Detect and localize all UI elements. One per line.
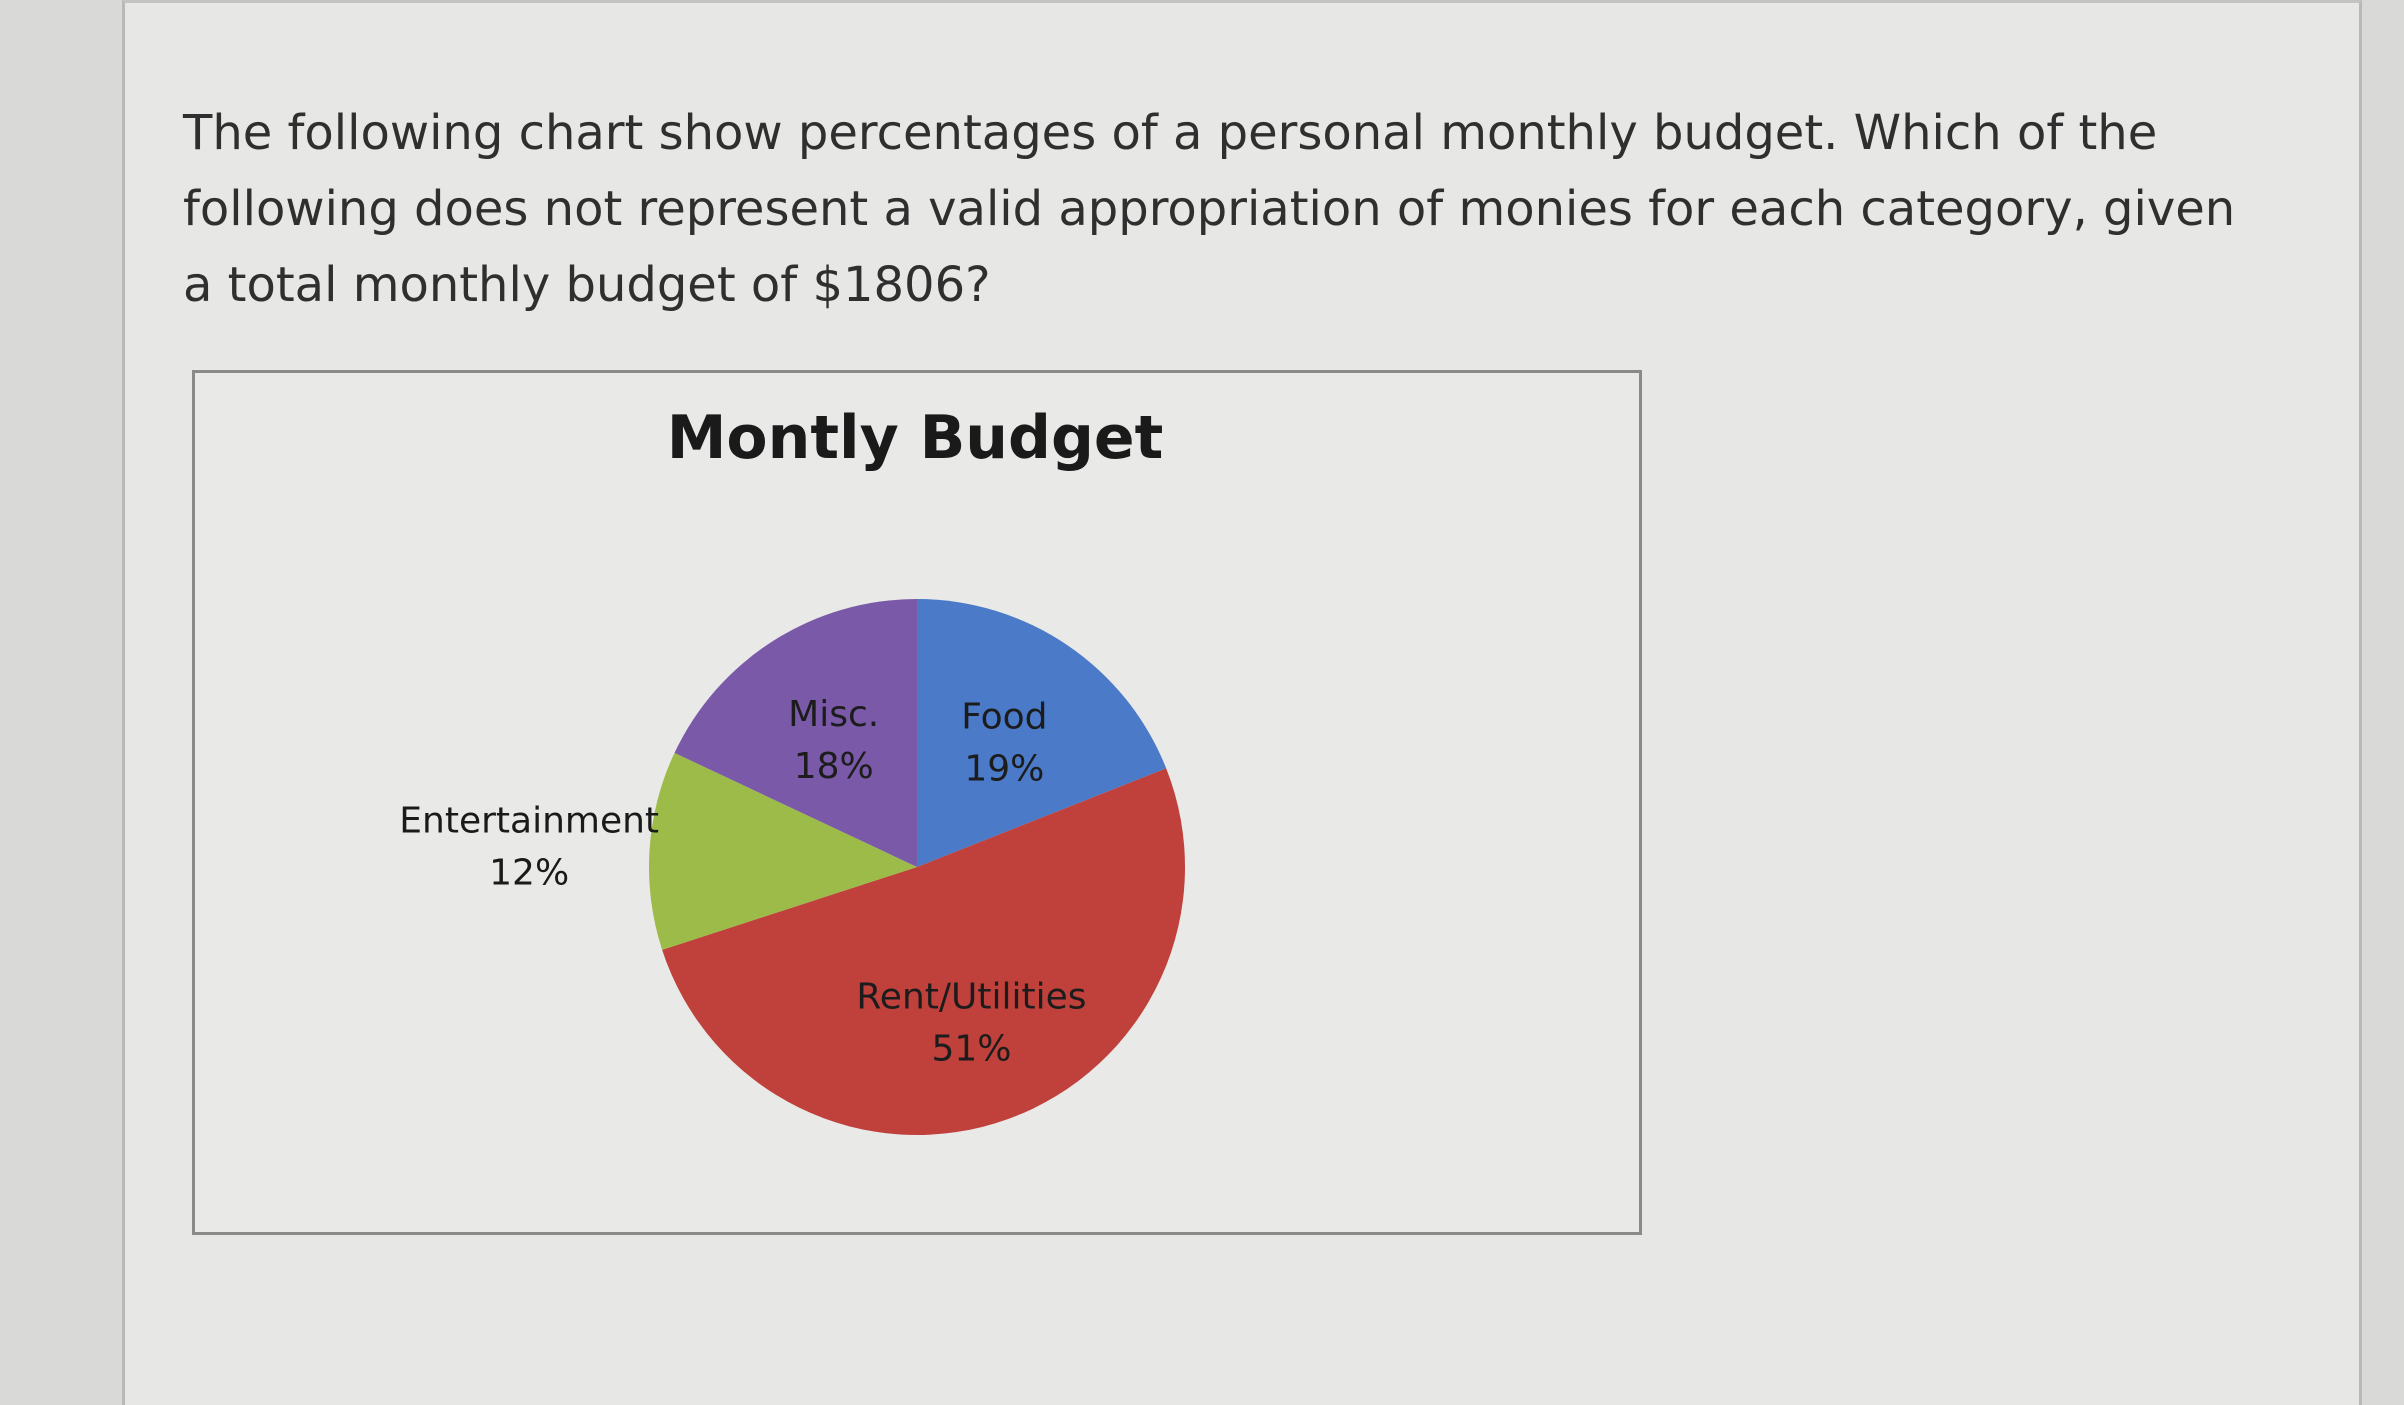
slice-label: Food: [961, 696, 1047, 737]
slice-percent-label: 19%: [964, 748, 1044, 789]
chart-frame: Montly Budget Food 19% Rent/Utilities 51% En…: [192, 370, 1642, 1235]
chart-title: Montly Budget: [667, 403, 1164, 473]
pie-labels: Food 19% Rent/Utilities 51% Entertainment 12%…: [399, 694, 1086, 1070]
pie-chart: Montly Budget Food 19% Rent/Utilities 51% En…: [399, 403, 1186, 1136]
pie-slice-food: [917, 599, 1167, 867]
slice-label: Entertainment: [399, 801, 659, 842]
pie-slices: [649, 599, 1186, 1136]
pie-slice-rent-utilities: [662, 768, 1186, 1136]
slice-percent-label: 18%: [794, 746, 874, 787]
slice-label: Misc.: [788, 694, 879, 735]
slice-percent-label: 12%: [489, 853, 569, 894]
slice-label: Rent/Utilities: [856, 976, 1086, 1017]
pie-slice-entertainment: [649, 752, 917, 950]
question-text: The following chart show percentages of …: [183, 105, 2236, 313]
pie-slice-misc: [674, 599, 917, 867]
slice-percent-label: 51%: [931, 1028, 1011, 1069]
